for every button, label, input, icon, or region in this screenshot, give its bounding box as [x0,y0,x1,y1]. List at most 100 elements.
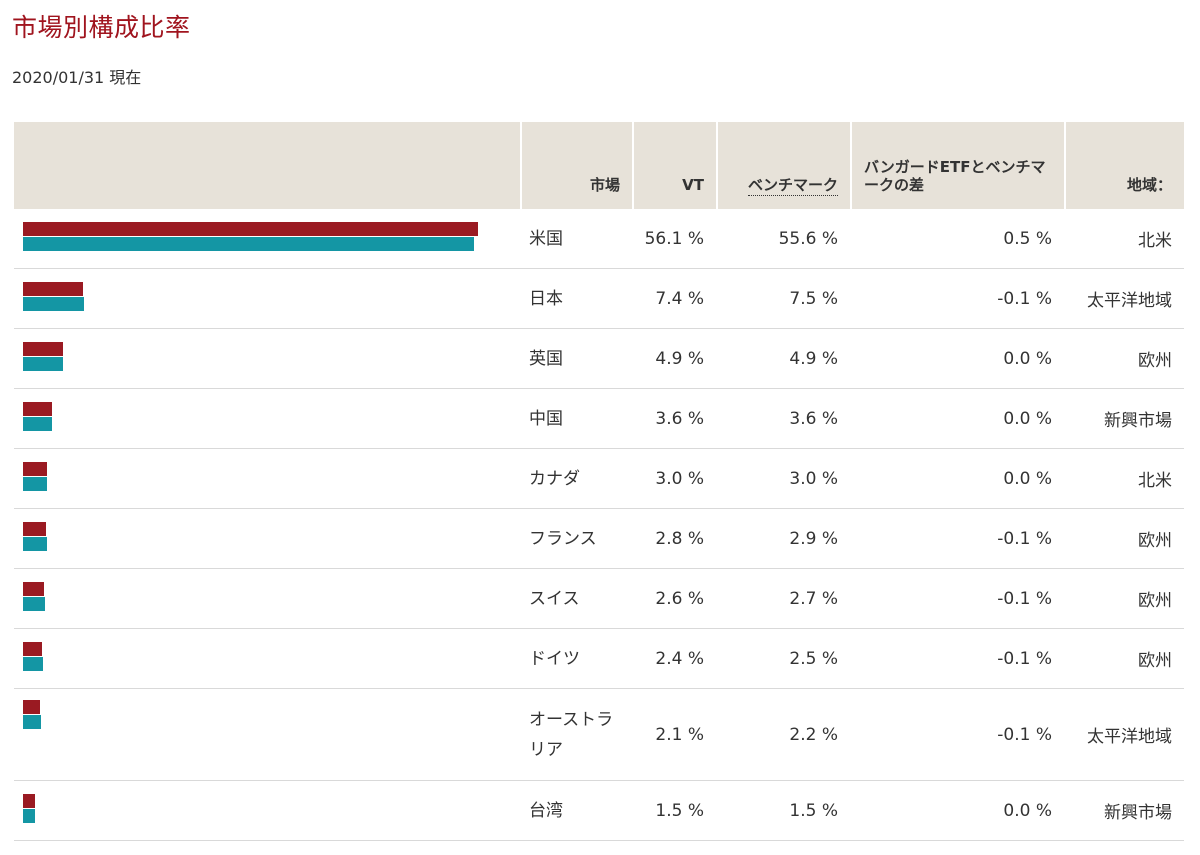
vt-bar [23,642,42,656]
vt-bar [23,522,46,536]
benchmark-value: 7.5 % [716,269,850,329]
market-name: 米国 [520,209,632,269]
bar-cell [14,569,520,629]
diff-value: 0.0 % [850,389,1064,449]
table-row: 中国 3.6 % 3.6 % 0.0 % 新興市場 [14,389,1184,449]
benchmark-bar [23,657,43,671]
vt-value: 2.1 % [632,689,716,781]
region-name: 欧州 [1064,569,1184,629]
diff-value: -0.1 % [850,269,1064,329]
vt-value: 3.6 % [632,389,716,449]
vt-bar [23,700,40,714]
market-name: 台湾 [520,781,632,841]
bar-cell [14,509,520,569]
market-name: フランス [520,509,632,569]
table-row: カナダ 3.0 % 3.0 % 0.0 % 北米 [14,449,1184,509]
benchmark-value: 55.6 % [716,209,850,269]
benchmark-bar [23,537,47,551]
diff-value: -0.1 % [850,569,1064,629]
region-name: 太平洋地域 [1064,689,1184,781]
region-name: 欧州 [1064,509,1184,569]
region-name: 欧州 [1064,329,1184,389]
diff-value: 0.0 % [850,781,1064,841]
diff-value: 0.0 % [850,329,1064,389]
market-name: スイス [520,569,632,629]
market-allocation-table: 市場 VT ベンチマーク バンガードETFとベンチマークの差 地域： 米国 56.… [14,122,1184,841]
bar-cell [14,689,520,781]
as-of-date: 2020/01/31 現在 [12,68,142,87]
bar-cell [14,329,520,389]
benchmark-value: 2.2 % [716,689,850,781]
market-name: 日本 [520,269,632,329]
page-title: 市場別構成比率 [12,13,191,42]
benchmark-bar [23,477,47,491]
bar-cell [14,629,520,689]
market-name: ドイツ [520,629,632,689]
benchmark-bar [23,809,35,823]
vt-value: 2.4 % [632,629,716,689]
bar-column-header [14,122,520,209]
table-row: スイス 2.6 % 2.7 % -0.1 % 欧州 [14,569,1184,629]
bar-cell [14,781,520,841]
benchmark-value: 2.5 % [716,629,850,689]
region-name: 欧州 [1064,629,1184,689]
vt-value: 7.4 % [632,269,716,329]
table-row: 台湾 1.5 % 1.5 % 0.0 % 新興市場 [14,781,1184,841]
benchmark-value: 1.5 % [716,781,850,841]
vt-bar [23,222,478,236]
benchmark-tooltip-label[interactable]: ベンチマーク [747,176,838,196]
table-header-row: 市場 VT ベンチマーク バンガードETFとベンチマークの差 地域： [14,122,1184,209]
vt-bar [23,402,52,416]
benchmark-value: 2.7 % [716,569,850,629]
vt-value: 4.9 % [632,329,716,389]
vt-bar [23,462,47,476]
diff-column-header: バンガードETFとベンチマークの差 [850,122,1064,209]
vt-value: 2.8 % [632,509,716,569]
bar-cell [14,269,520,329]
vt-value: 1.5 % [632,781,716,841]
table-row: 日本 7.4 % 7.5 % -0.1 % 太平洋地域 [14,269,1184,329]
region-name: 北米 [1064,449,1184,509]
benchmark-bar [23,597,45,611]
benchmark-value: 3.6 % [716,389,850,449]
diff-value: -0.1 % [850,689,1064,781]
vt-bar [23,582,44,596]
market-name: 中国 [520,389,632,449]
table-row: フランス 2.8 % 2.9 % -0.1 % 欧州 [14,509,1184,569]
region-name: 新興市場 [1064,781,1184,841]
market-column-header: 市場 [520,122,632,209]
vt-bar [23,282,83,296]
benchmark-bar [23,417,52,431]
region-name: 新興市場 [1064,389,1184,449]
vt-bar [23,794,35,808]
benchmark-column-header[interactable]: ベンチマーク [716,122,850,209]
region-column-header: 地域： [1064,122,1184,209]
diff-value: 0.0 % [850,449,1064,509]
bar-cell [14,209,520,269]
vt-column-header: VT [632,122,716,209]
benchmark-value: 4.9 % [716,329,850,389]
region-name: 太平洋地域 [1064,269,1184,329]
region-name: 北米 [1064,209,1184,269]
market-name: 英国 [520,329,632,389]
benchmark-value: 3.0 % [716,449,850,509]
table-row: ドイツ 2.4 % 2.5 % -0.1 % 欧州 [14,629,1184,689]
bar-cell [14,449,520,509]
diff-value: 0.5 % [850,209,1064,269]
table-row: 米国 56.1 % 55.6 % 0.5 % 北米 [14,209,1184,269]
benchmark-bar [23,297,84,311]
vt-bar [23,342,63,356]
vt-value: 3.0 % [632,449,716,509]
benchmark-value: 2.9 % [716,509,850,569]
benchmark-bar [23,357,63,371]
market-name: オーストラリア [520,689,632,781]
benchmark-bar [23,715,41,729]
diff-value: -0.1 % [850,629,1064,689]
benchmark-bar [23,237,474,251]
vt-value: 2.6 % [632,569,716,629]
bar-cell [14,389,520,449]
market-name: カナダ [520,449,632,509]
table-row: オーストラリア 2.1 % 2.2 % -0.1 % 太平洋地域 [14,689,1184,781]
diff-value: -0.1 % [850,509,1064,569]
vt-value: 56.1 % [632,209,716,269]
